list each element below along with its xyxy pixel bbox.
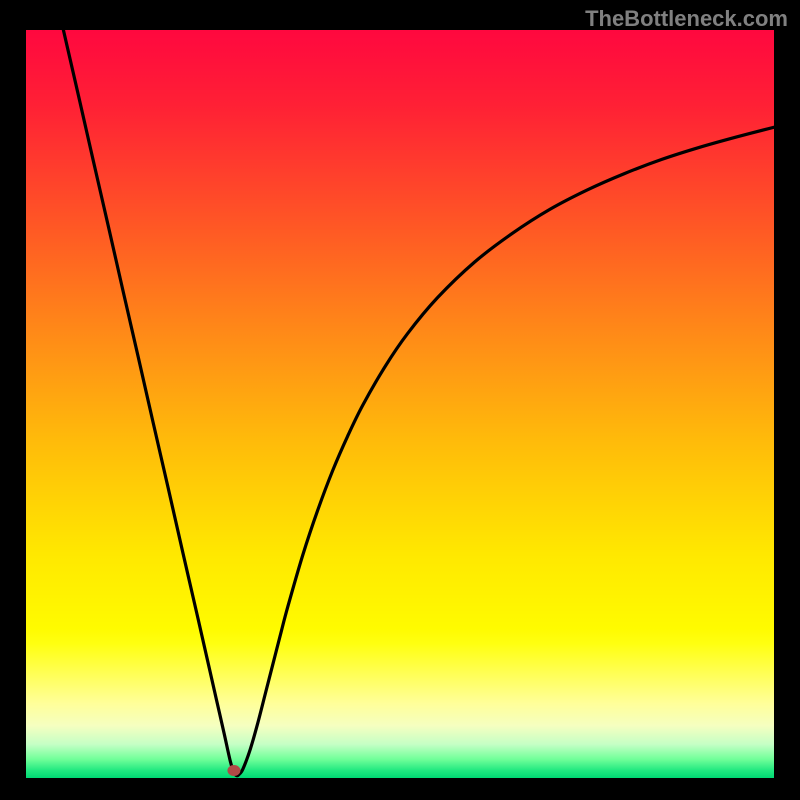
chart-stage: TheBottleneck.com — [0, 0, 800, 800]
optimum-marker — [227, 765, 240, 776]
gradient-background — [26, 30, 774, 778]
bottleneck-chart — [0, 0, 800, 800]
